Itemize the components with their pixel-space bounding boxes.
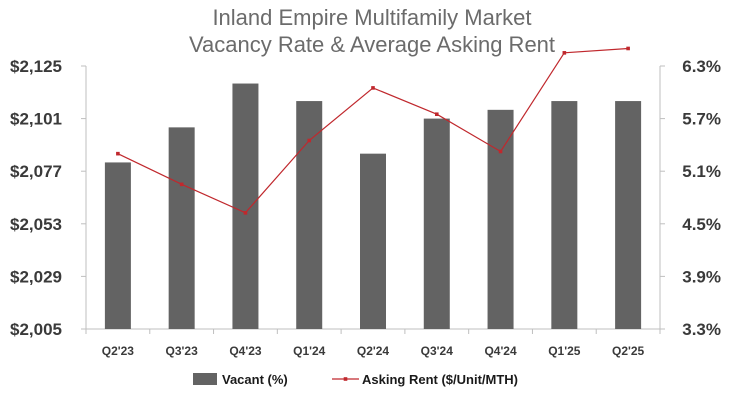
x-tick-label: Q3'23 [166,344,199,358]
x-tick-label: Q1'24 [293,344,326,358]
legend-swatch-vacant [193,373,217,385]
vacancy-bar [360,153,386,329]
left-tick-label: $2,029 [10,267,62,286]
right-tick-label: 3.9% [682,267,721,286]
right-tick-label: 5.1% [682,162,721,181]
left-tick-label: $2,101 [10,110,62,129]
x-tick-label: Q1'25 [548,344,581,358]
asking-rent-point [116,151,120,156]
legend-label-asking-rent: Asking Rent ($/Unit/MTH) [362,372,518,387]
vacancy-bar [423,118,450,329]
asking-rent-point [626,46,630,51]
right-tick-label: 3.3% [682,320,721,339]
asking-rent-point [562,51,567,55]
x-tick-label: Q4'23 [229,344,262,358]
vacancy-bar [615,101,642,329]
left-tick-label: $2,053 [10,215,62,234]
asking-rent-point [179,182,184,187]
right-tick-label: 5.7% [682,110,721,129]
legend: Vacant (%) Asking Rent ($/Unit/MTH) [193,372,518,387]
x-tick-label: Q2'24 [357,344,390,358]
asking-rent-point [434,112,439,117]
right-tick-label: 6.3% [682,57,721,76]
x-tick-label: Q2'25 [612,344,645,358]
legend-label-vacant: Vacant (%) [222,372,288,387]
asking-rent-point [307,138,312,143]
vacancy-bars [104,83,642,330]
chart-title-line-1: Inland Empire Multifamily Market [212,5,532,30]
vacancy-bar [104,162,131,329]
left-tick-label: $2,077 [10,162,62,181]
x-tick-label: Q3'24 [421,344,454,358]
asking-rent-point [498,149,503,154]
asking-rent-point [243,211,248,215]
x-tick-label: Q2'23 [102,344,135,358]
vacancy-bar [551,101,578,329]
right-tick-label: 4.5% [682,215,721,234]
left-tick-label: $2,005 [10,320,62,339]
tick-labels: $2,005 3.3% $2,029 3.9% $2,053 4.5% $2,077 5.1%… [10,57,721,358]
left-tick-label: $2,125 [10,57,62,76]
asking-rent-point [371,86,375,90]
asking-rent-line-series [116,46,630,215]
chart-title-line-2: Vacancy Rate & Average Asking Rent [188,32,556,57]
vacancy-bar [296,101,323,329]
vacancy-bar [168,127,195,329]
vacancy-bar [232,83,259,330]
legend-marker-asking-rent [343,377,348,381]
vacancy-bar [487,109,514,329]
chart-title: Inland Empire Multifamily Market Vacancy… [0,4,744,58]
x-tick-label: Q4'24 [484,344,517,358]
